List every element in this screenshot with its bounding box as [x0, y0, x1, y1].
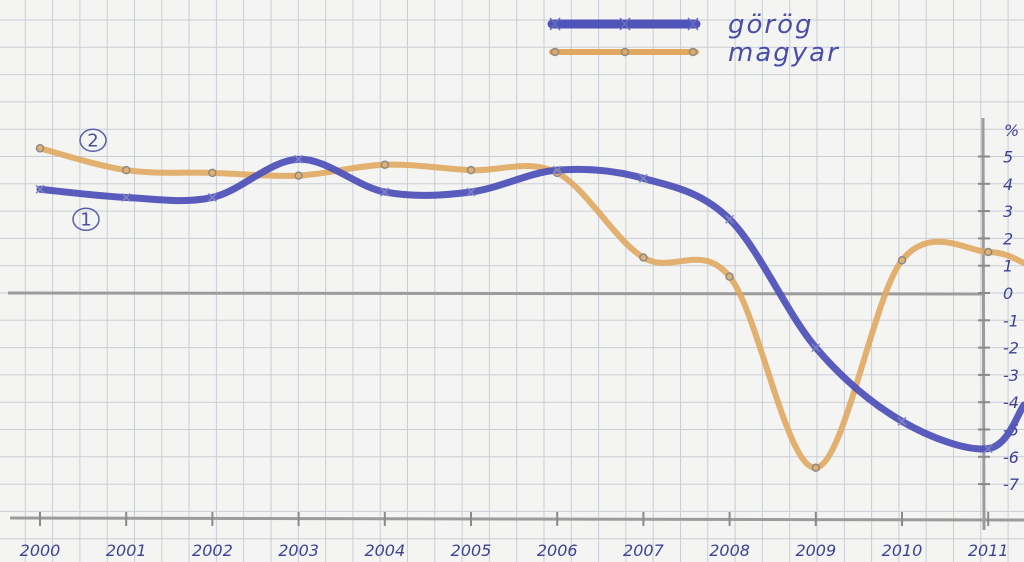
data-point-magyar	[897, 255, 907, 265]
data-point-magyar	[811, 463, 821, 472]
series-marker-2: 2	[79, 128, 107, 153]
series-marker-label: 1	[80, 209, 91, 230]
y-tick-label: -1	[1003, 311, 1019, 330]
legend-label: magyar	[728, 38, 840, 68]
y-tick-label: 2	[1003, 229, 1013, 248]
data-point-magyar	[294, 171, 303, 180]
data-point-magyar	[466, 165, 476, 175]
series-points	[35, 144, 993, 472]
data-point-magyar	[725, 272, 734, 281]
x-axis	[9, 516, 1024, 522]
legend-label: görög	[728, 10, 814, 40]
y-tick-label: -3	[1003, 366, 1019, 385]
series-marker-circle	[72, 207, 100, 232]
data-point-gorog	[466, 187, 476, 197]
axes	[9, 117, 1024, 531]
zero-line	[7, 291, 986, 296]
data-point-magyar	[983, 247, 993, 257]
data-point-gorog	[983, 444, 993, 454]
y-tick-label: -7	[1003, 475, 1020, 494]
series-number-markers: 12	[72, 128, 107, 232]
data-point-gorog	[121, 192, 131, 202]
data-point-gorog	[638, 173, 648, 183]
data-point-magyar	[639, 253, 648, 262]
data-point-gorog	[35, 184, 45, 194]
series-marker-1: 1	[72, 207, 100, 232]
x-tick-label: 2001	[106, 541, 147, 560]
y-tick-label: -4	[1003, 393, 1019, 412]
legend-item-magyar: magyar	[549, 38, 840, 68]
series-line-magyar	[37, 145, 1024, 471]
x-tick-labels: 2000 2001 2002 2003 2004 2005 2006 2007 2008 2009…	[20, 512, 1009, 560]
x-tick-label: 2010	[882, 541, 923, 560]
y-tick-label: 4	[1003, 175, 1013, 194]
series-marker-circle	[79, 128, 107, 153]
data-point-gorog	[811, 343, 821, 353]
series-marker-label: 2	[87, 130, 98, 151]
series-lines	[36, 145, 1024, 471]
y-tick-label: 0	[1003, 284, 1013, 303]
data-point-gorog	[552, 165, 562, 175]
data-point-gorog	[207, 192, 217, 202]
data-point-gorog	[380, 187, 390, 197]
y-tick-label: 3	[1003, 202, 1013, 221]
series-line-gorog	[36, 155, 1024, 453]
data-point-gorog	[294, 154, 304, 164]
legend-item-gorog: görög	[547, 10, 814, 40]
y-tick-label: -2	[1003, 339, 1019, 358]
y-axis	[981, 117, 986, 531]
data-point-magyar	[35, 144, 45, 153]
data-point-magyar	[208, 168, 217, 178]
zero-line-group	[7, 291, 986, 296]
data-point-magyar	[380, 160, 390, 169]
y-tick-label: -6	[1003, 448, 1019, 467]
x-tick-label: 2009	[795, 541, 836, 560]
y-tick-label: 5	[1003, 148, 1013, 167]
data-point-magyar	[121, 165, 131, 175]
data-point-gorog	[725, 214, 735, 224]
x-tick-label: 2011	[968, 541, 1009, 560]
x-tick-label: 2006	[537, 541, 578, 560]
x-tick-label: 2005	[451, 541, 492, 560]
x-tick-label: 2003	[278, 541, 319, 560]
x-tick-label: 2008	[709, 541, 750, 560]
x-tick-label: 2007	[623, 541, 665, 560]
x-tick-label: 2004	[364, 541, 405, 560]
y-axis-unit-label: %	[1004, 121, 1019, 140]
x-tick-label: 2002	[192, 541, 233, 560]
data-point-gorog	[897, 416, 907, 426]
x-tick-label: 2000	[20, 541, 61, 560]
y-tick-label: 1	[1003, 257, 1013, 276]
